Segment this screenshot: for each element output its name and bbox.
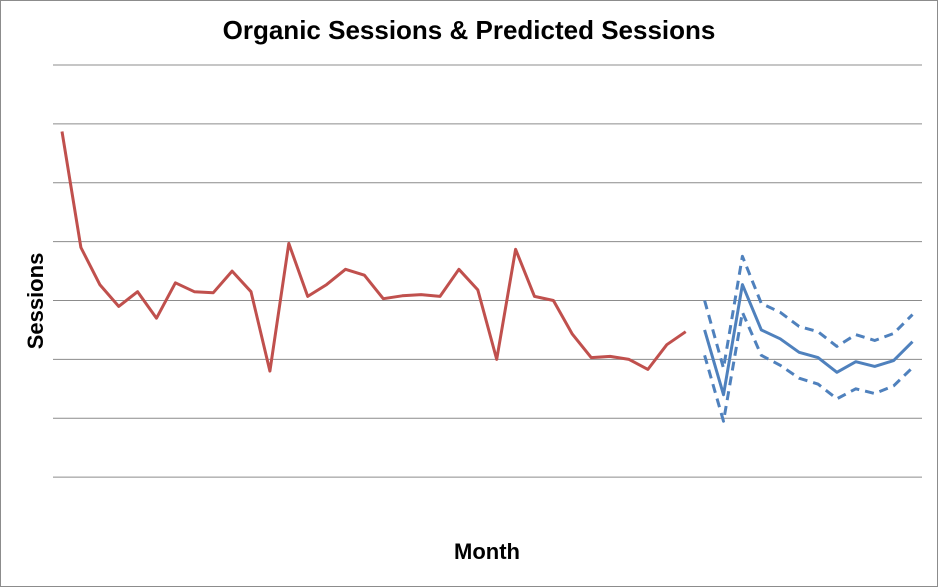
grid-layer [53, 64, 922, 478]
chart-title: Organic Sessions & Predicted Sessions [222, 15, 716, 45]
series-line-0 [60, 131, 687, 373]
series-layer [60, 131, 914, 423]
series-line-1 [703, 283, 914, 397]
series-line-2 [703, 254, 914, 370]
x-axis-label: Month [454, 539, 520, 564]
